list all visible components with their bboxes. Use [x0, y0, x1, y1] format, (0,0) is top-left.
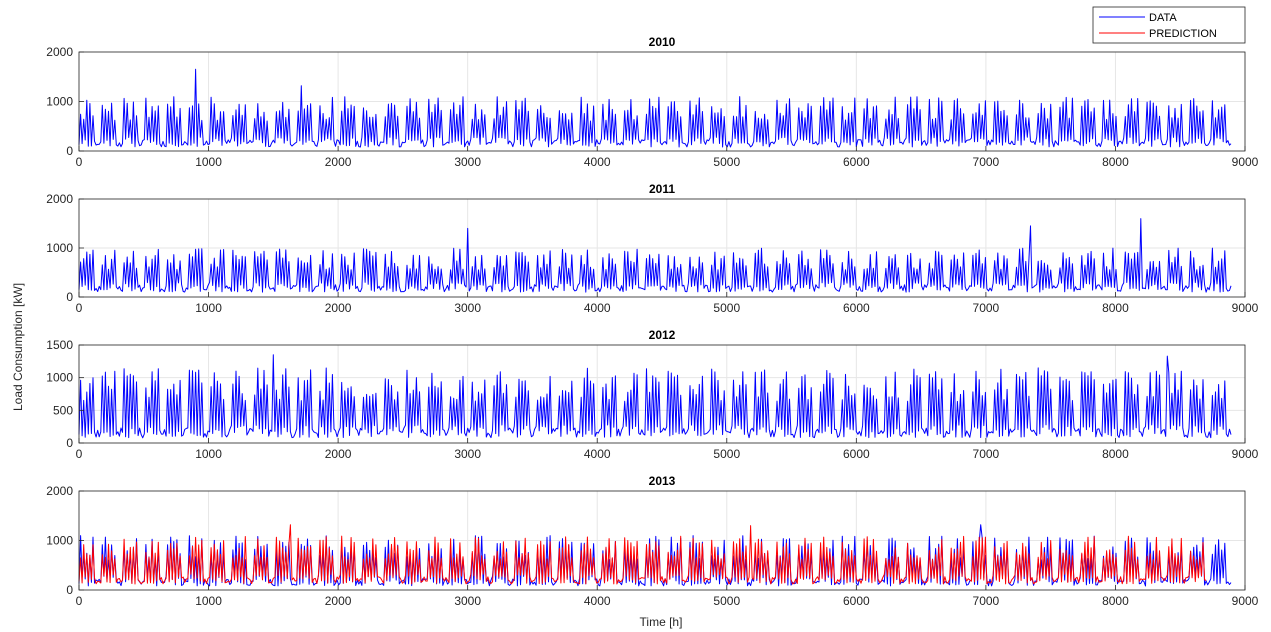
panel-2012: 0 1000 2000 3000 4000 5000 6000 7000 8000 9000 0 50…	[46, 328, 1258, 461]
x-tick-label: 6000	[843, 301, 870, 315]
legend-prediction-label: PREDICTION	[1149, 28, 1217, 40]
x-tick-label: 3000	[454, 155, 481, 169]
legend-data-label: DATA	[1149, 12, 1177, 24]
y-tick-label: 0	[66, 583, 73, 597]
legend-box	[1092, 6, 1246, 44]
y-tick-label: 2000	[46, 45, 73, 59]
x-tick-label: 3000	[454, 594, 481, 608]
panel-2010: 0 1000 2000 3000 4000 5000 6000 7000 8000 9000 0 10…	[46, 35, 1258, 169]
series-line-data	[78, 218, 1232, 293]
x-tick-label: 5000	[713, 594, 740, 608]
series-line-data	[78, 354, 1232, 439]
panel-2013: 0 1000 2000 3000 4000 5000 6000 7000 8000 9000 0 10…	[46, 474, 1258, 608]
x-tick-label: 2000	[325, 447, 352, 461]
y-tick-label: 0	[66, 290, 73, 304]
x-tick-label: 1000	[195, 447, 222, 461]
y-tick-label: 1000	[46, 534, 73, 548]
x-tick-label: 7000	[973, 447, 1000, 461]
y-tick-label: 500	[53, 403, 73, 417]
x-tick-label: 2000	[325, 155, 352, 169]
x-tick-label: 6000	[843, 155, 870, 169]
x-tick-label: 8000	[1102, 447, 1129, 461]
y-tick-label: 1500	[46, 338, 73, 352]
x-tick-label: 7000	[973, 594, 1000, 608]
y-axis-label: Load Consumption [kW]	[11, 283, 25, 411]
x-tick-label: 4000	[584, 155, 611, 169]
x-tick-label: 0	[76, 155, 83, 169]
x-tick-label: 4000	[584, 447, 611, 461]
series-line-prediction	[78, 524, 1207, 585]
panel-title: 2011	[649, 182, 675, 196]
y-tick-label: 0	[66, 144, 73, 158]
panel-title: 2012	[649, 328, 676, 342]
x-axis-label: Time [h]	[640, 615, 683, 629]
y-tick-label: 2000	[46, 484, 73, 498]
x-tick-label: 1000	[195, 594, 222, 608]
x-tick-label: 1000	[195, 155, 222, 169]
x-tick-label: 9000	[1232, 447, 1259, 461]
x-tick-label: 8000	[1102, 155, 1129, 169]
x-tick-label: 2000	[325, 594, 352, 608]
y-tick-label: 0	[66, 436, 73, 450]
chart-panels: 0 1000 2000 3000 4000 5000 6000 7000 8000 9000010…	[46, 35, 1258, 608]
x-tick-label: 4000	[584, 301, 611, 315]
y-tick-label: 1000	[46, 95, 73, 109]
x-tick-label: 0	[76, 301, 83, 315]
x-tick-label: 6000	[843, 594, 870, 608]
axes-box	[78, 344, 1246, 444]
x-tick-label: 0	[76, 447, 83, 461]
series-line-data	[78, 68, 1232, 148]
x-tick-label: 0	[76, 594, 83, 608]
x-tick-label: 9000	[1232, 301, 1259, 315]
x-tick-label: 9000	[1232, 155, 1259, 169]
x-tick-label: 8000	[1102, 594, 1129, 608]
y-tick-label: 2000	[46, 192, 73, 206]
legend: DATA PREDICTION	[1092, 6, 1246, 44]
x-tick-label: 3000	[454, 301, 481, 315]
x-tick-label: 4000	[584, 594, 611, 608]
x-tick-label: 6000	[843, 447, 870, 461]
y-tick-label: 1000	[46, 371, 73, 385]
y-tick-label: 1000	[46, 241, 73, 255]
panel-2011: 0 1000 2000 3000 4000 5000 6000 7000 8000 9000 0 10…	[46, 182, 1258, 315]
x-tick-label: 8000	[1102, 301, 1129, 315]
x-tick-label: 2000	[325, 301, 352, 315]
x-tick-label: 7000	[973, 155, 1000, 169]
x-tick-label: 5000	[713, 301, 740, 315]
panel-title: 2013	[649, 474, 676, 488]
x-tick-label: 9000	[1232, 594, 1259, 608]
x-tick-label: 5000	[713, 155, 740, 169]
x-tick-label: 1000	[195, 301, 222, 315]
x-tick-label: 3000	[454, 447, 481, 461]
x-tick-label: 5000	[713, 447, 740, 461]
x-tick-label: 7000	[973, 301, 1000, 315]
panel-title: 2010	[649, 35, 676, 49]
